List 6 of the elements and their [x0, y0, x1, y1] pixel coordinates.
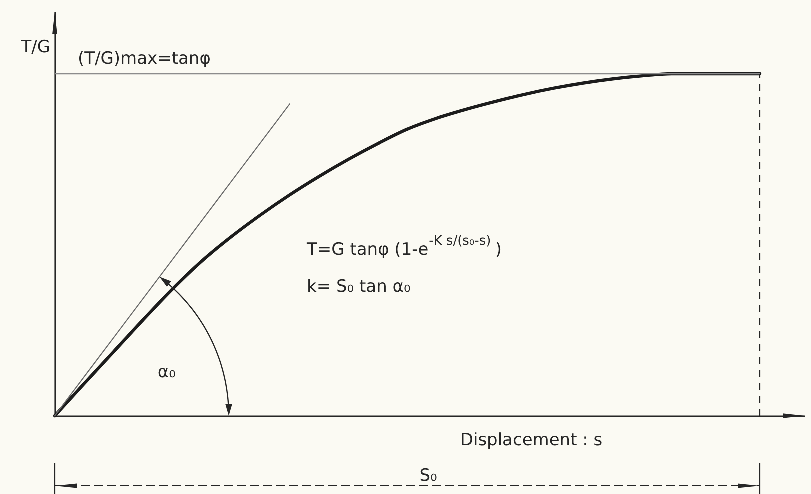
annotation: α₀: [158, 362, 176, 383]
annotation: k= S₀ tan α₀: [307, 277, 411, 297]
y-axis-title: T/G: [20, 38, 50, 58]
ref-line-label: (T/G)max=tanφ: [78, 49, 211, 69]
text: S₀: [420, 466, 438, 486]
x-axis-title: Displacement : s: [460, 430, 603, 450]
